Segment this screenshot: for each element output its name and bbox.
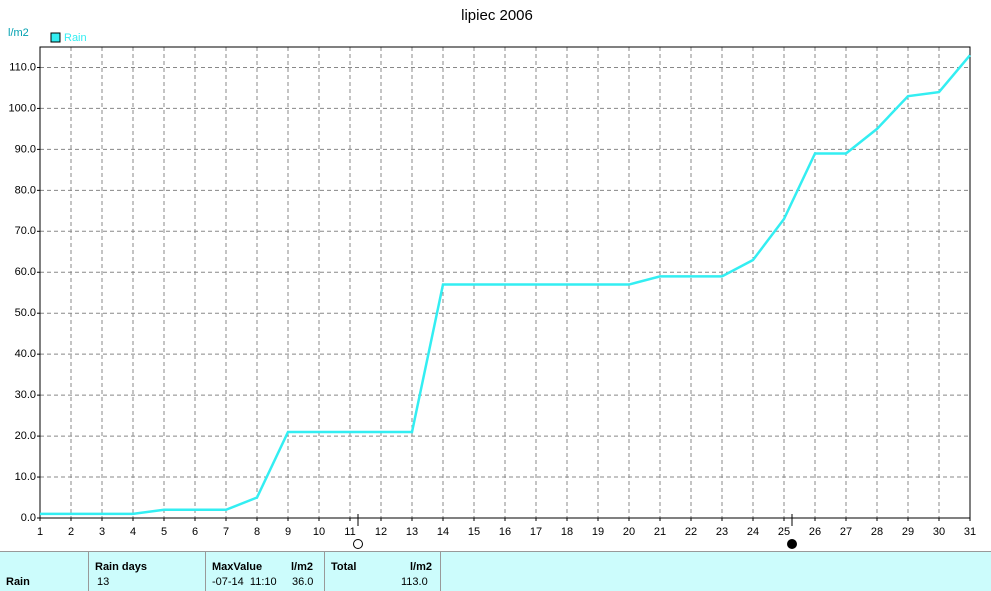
x-tick-label: 9 <box>285 526 291 538</box>
header: Rain days <box>95 561 147 573</box>
chart: lipiec 2006 l/m2 0.0 10.0 20.0 30.0 40.0 50.0… <box>8 7 976 549</box>
y-tick-label: 0.0 <box>21 512 36 524</box>
unit: l/m2 <box>410 561 433 573</box>
chart-title: lipiec 2006 <box>461 7 533 24</box>
legend-label: Rain <box>64 32 87 44</box>
x-tick-label: 18 <box>561 526 573 538</box>
value: 36.0 <box>292 576 314 588</box>
y-tick-label: 70.0 <box>15 225 36 237</box>
x-tick-label: 27 <box>840 526 852 538</box>
x-tick-label: 10 <box>313 526 325 538</box>
x-tick-label: 11 <box>344 526 355 538</box>
divider <box>88 552 89 591</box>
full-moon-icon <box>353 539 363 549</box>
new-moon-icon <box>787 539 797 549</box>
x-tick-label: 28 <box>871 526 883 538</box>
unit: l/m2 <box>291 561 314 573</box>
y-tick-label: 20.0 <box>15 430 36 442</box>
x-tick-label: 2 <box>68 526 74 538</box>
x-tick-label: 17 <box>530 526 542 538</box>
y-tick-label: 10.0 <box>15 471 36 483</box>
x-tick-label: 12 <box>375 526 387 538</box>
divider <box>205 552 206 591</box>
divider <box>324 552 325 591</box>
x-tick-label: 20 <box>623 526 635 538</box>
y-tick-label: 50.0 <box>15 307 36 319</box>
y-axis-label: l/m2 <box>8 27 29 39</box>
x-tick-label: 31 <box>964 526 976 538</box>
x-tick-label: 14 <box>437 526 449 538</box>
summary-table: Rain Rain days 13 MaxValue l/m2 -07-14 1… <box>0 551 991 591</box>
x-tick-label: 16 <box>499 526 511 538</box>
x-tick-label: 1 <box>37 526 43 538</box>
x-tick-label: 6 <box>192 526 198 538</box>
value: 113.0 <box>401 576 428 588</box>
y-tick-label: 40.0 <box>15 348 36 360</box>
x-tick-label: 13 <box>406 526 418 538</box>
x-tick-label: 7 <box>223 526 229 538</box>
y-tick-label: 90.0 <box>15 143 36 155</box>
y-tick-label: 60.0 <box>15 266 36 278</box>
legend-swatch <box>50 32 61 43</box>
divider <box>440 552 441 591</box>
x-tick-label: 4 <box>130 526 136 538</box>
row-label: Rain <box>6 576 30 588</box>
x-tick-label: 5 <box>161 526 167 538</box>
value: 13 <box>97 576 110 588</box>
x-tick-label: 22 <box>685 526 697 538</box>
y-tick-label: 100.0 <box>8 102 36 114</box>
x-tick-label: 24 <box>747 526 759 538</box>
x-tick-label: 21 <box>654 526 666 538</box>
x-tick-label: 30 <box>933 526 945 538</box>
header: MaxValue <box>212 561 263 573</box>
plot-area <box>39 47 971 519</box>
x-tick-label: 26 <box>809 526 821 538</box>
x-tick-label: 25 <box>778 526 790 538</box>
series-line <box>40 54 971 516</box>
x-tick-label: 23 <box>716 526 728 538</box>
x-tick-label: 15 <box>468 526 480 538</box>
y-tick-label: 80.0 <box>15 184 36 196</box>
y-tick-label: 110.0 <box>9 61 36 73</box>
x-tick-label: 29 <box>902 526 914 538</box>
y-tick-label: 30.0 <box>15 389 36 401</box>
x-tick-label: 8 <box>254 526 260 538</box>
x-tick-label: 19 <box>592 526 604 538</box>
value: -07-14 11:10 <box>212 576 277 588</box>
header: Total <box>331 561 357 573</box>
x-tick-label: 3 <box>99 526 105 538</box>
